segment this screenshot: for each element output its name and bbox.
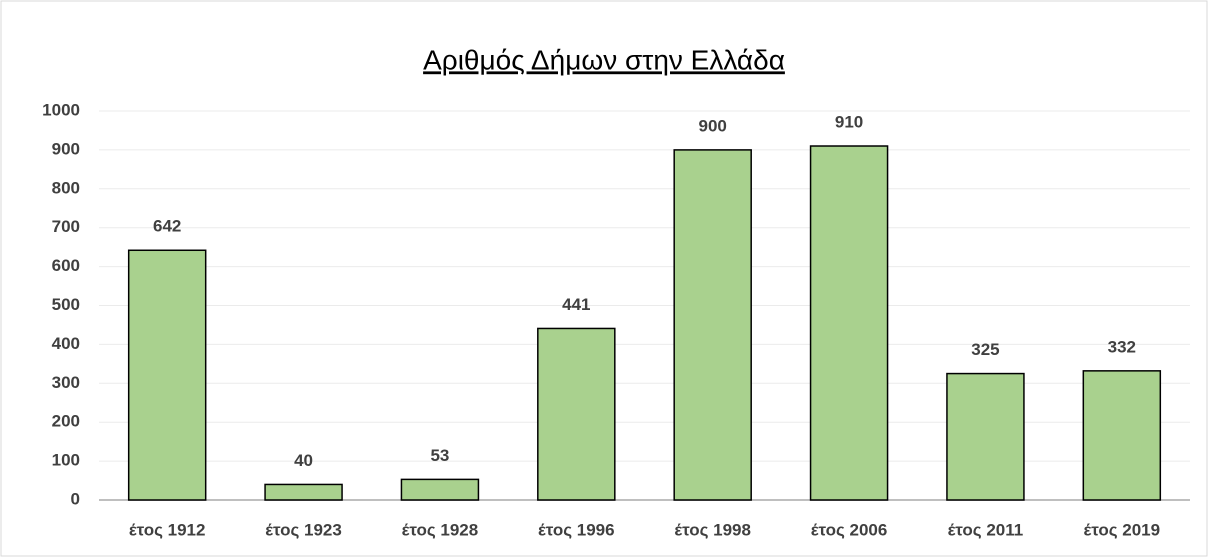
y-tick-label: 400 <box>52 334 80 353</box>
y-tick-label: 100 <box>52 451 80 470</box>
bar <box>946 372 1025 501</box>
bar <box>400 478 480 501</box>
data-label: 53 <box>430 446 449 465</box>
y-tick-label: 0 <box>71 489 80 508</box>
bar <box>537 327 616 501</box>
x-tick-label: έτος 1912 <box>129 520 206 539</box>
y-tick-label: 900 <box>52 139 80 158</box>
x-tick-label: έτος 1928 <box>402 520 479 539</box>
x-tick-label: έτος 1996 <box>538 520 615 539</box>
y-tick-label: 500 <box>52 295 80 314</box>
y-tick-label: 300 <box>52 373 80 392</box>
x-tick-label: έτος 2006 <box>811 520 888 539</box>
data-label: 910 <box>835 112 863 131</box>
y-tick-label: 600 <box>52 256 80 275</box>
data-label: 325 <box>971 340 999 359</box>
bar <box>127 249 207 501</box>
bar <box>673 149 752 501</box>
x-tick-label: έτος 2011 <box>948 520 1024 539</box>
data-label: 332 <box>1108 337 1136 356</box>
bar <box>809 145 889 501</box>
data-label: 900 <box>699 116 727 135</box>
chart-title: Αριθμός Δήμων στην Ελλάδα <box>423 44 785 75</box>
x-tick-label: έτος 1923 <box>265 520 342 539</box>
y-tick-label: 800 <box>52 178 80 197</box>
y-tick-label: 200 <box>52 412 80 431</box>
y-tick-label: 1000 <box>42 100 80 119</box>
data-label: 40 <box>294 451 313 470</box>
data-label: 441 <box>562 295 590 314</box>
x-tick-label: έτος 2019 <box>1084 520 1161 539</box>
data-label: 642 <box>153 217 181 236</box>
bar <box>1082 370 1162 501</box>
y-tick-label: 700 <box>52 217 80 236</box>
bar <box>264 483 343 501</box>
x-tick-label: έτος 1998 <box>674 520 751 539</box>
